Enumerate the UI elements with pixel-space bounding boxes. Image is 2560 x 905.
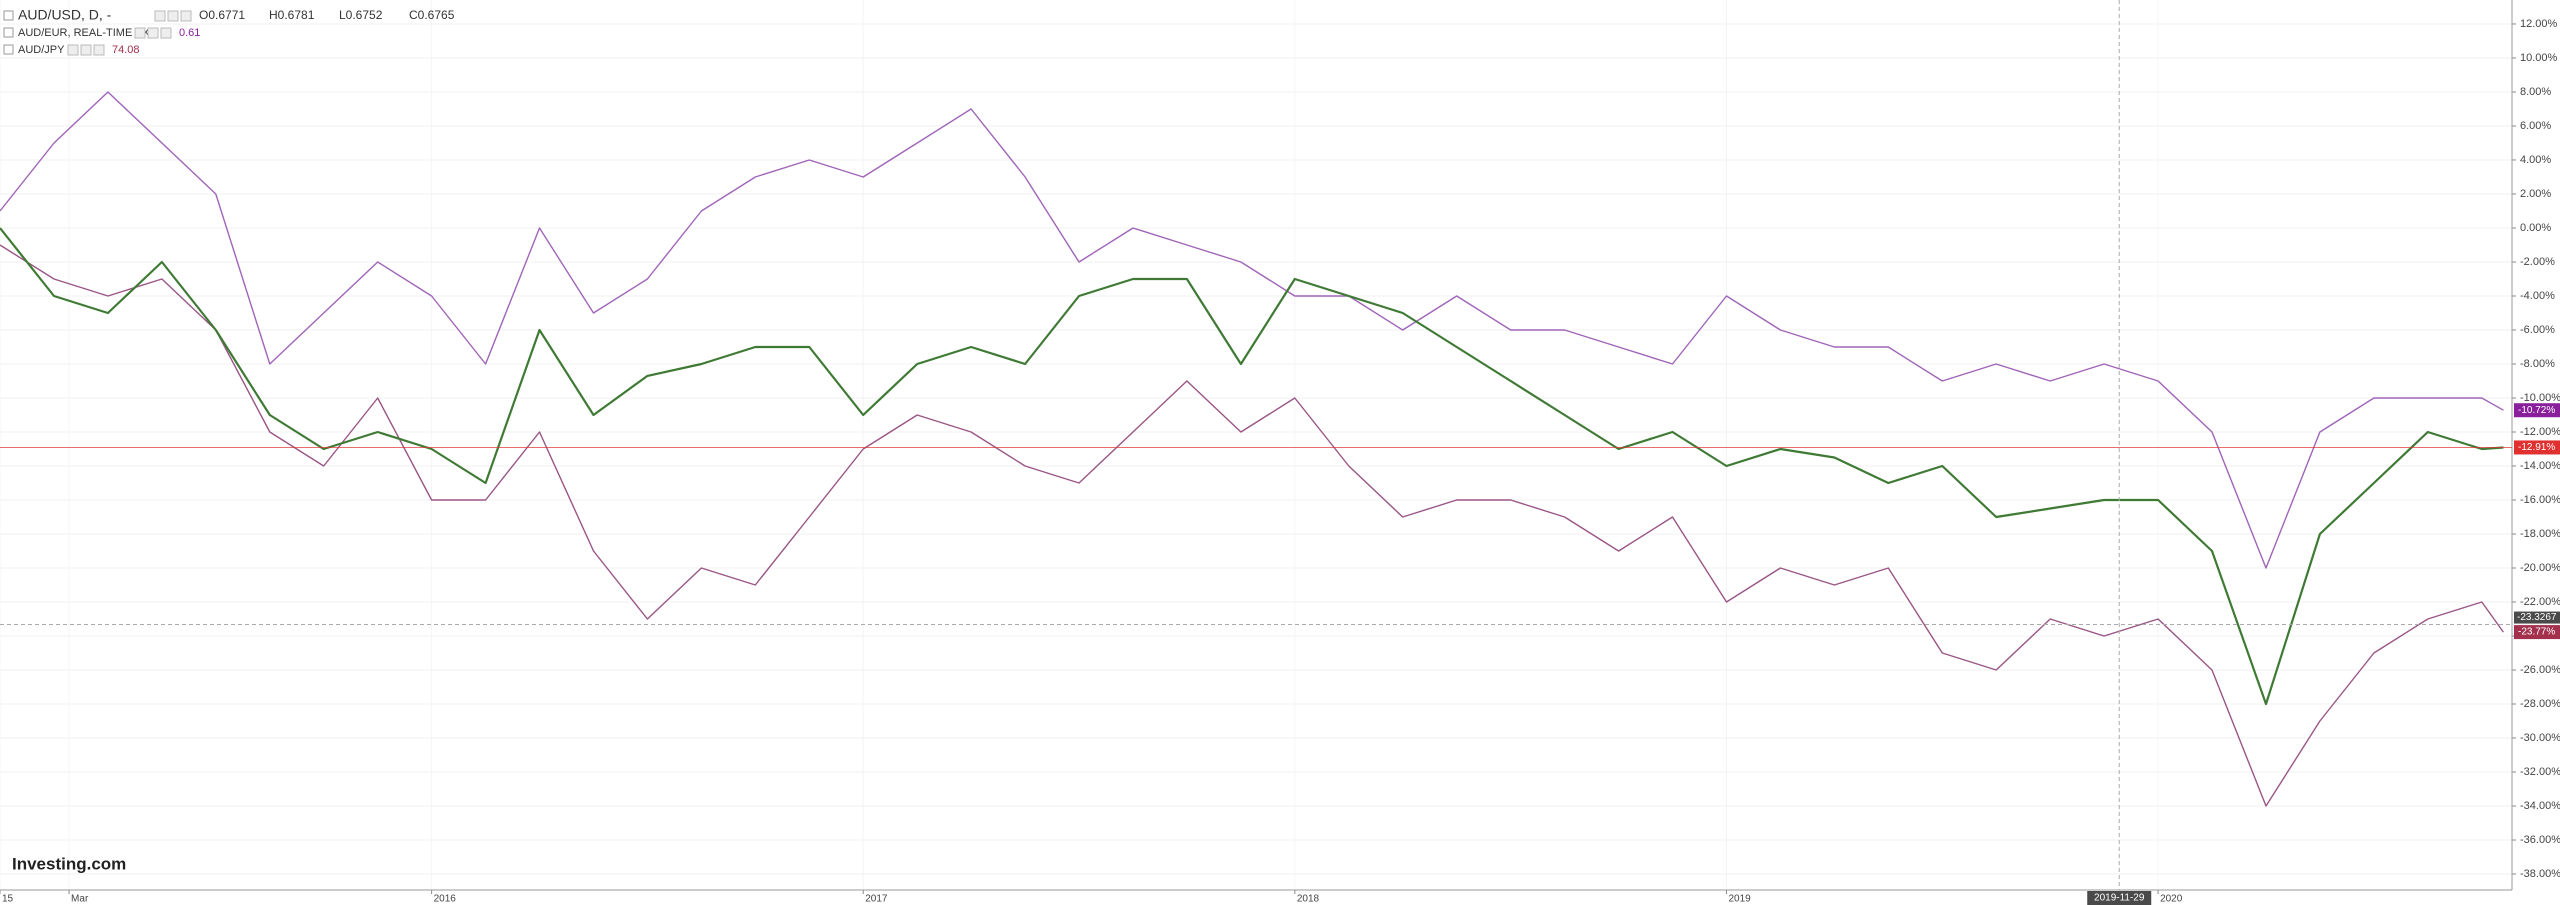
symbol-field: H0.6781 xyxy=(269,8,315,22)
series-line xyxy=(0,91,2504,569)
x-tick-label: Mar xyxy=(71,894,89,905)
y-tick-label: 12.00% xyxy=(2520,18,2558,30)
y-tick-label: -34.00% xyxy=(2520,800,2560,812)
toolbar-icon xyxy=(147,27,159,39)
x-tick-label: 15 xyxy=(2,894,14,905)
collapse-icon xyxy=(3,27,14,38)
value-label: -10.72% xyxy=(2518,405,2555,416)
toolbar-icon xyxy=(180,10,192,22)
symbol-name: AUD/EUR, REAL-TIME FX xyxy=(18,27,150,39)
toolbar-icon xyxy=(160,27,172,39)
value-tag xyxy=(2514,440,2560,455)
value-tag xyxy=(2514,625,2560,640)
y-tick-label: 2.00% xyxy=(2520,188,2551,200)
symbol-field: 0.61 xyxy=(179,27,200,39)
y-tick-label: -38.00% xyxy=(2520,868,2560,880)
symbol-field: 74.08 xyxy=(112,44,140,56)
series-line xyxy=(0,227,2504,706)
y-tick-label: -26.00% xyxy=(2520,664,2560,676)
symbol-field: O0.6771 xyxy=(199,8,245,22)
symbol-field: C0.6765 xyxy=(409,8,455,22)
y-tick-label: 8.00% xyxy=(2520,86,2551,98)
y-tick-label: -10.00% xyxy=(2520,392,2560,404)
toolbar-icon xyxy=(80,44,92,56)
toolbar-icon xyxy=(167,10,179,22)
symbol-name: AUD/USD, D, - xyxy=(18,7,112,23)
value-label: -12.91% xyxy=(2518,442,2555,453)
toolbar-icon xyxy=(154,10,166,22)
y-tick-label: -12.00% xyxy=(2520,426,2560,438)
y-tick-label: -2.00% xyxy=(2520,256,2555,268)
value-label: -23.77% xyxy=(2518,627,2555,638)
y-tick-label: -32.00% xyxy=(2520,766,2560,778)
collapse-icon xyxy=(3,10,14,21)
symbol-field: L0.6752 xyxy=(339,8,383,22)
crosshair-y-label: -23.3267 xyxy=(2517,612,2557,623)
y-tick-label: -20.00% xyxy=(2520,562,2560,574)
series-line xyxy=(0,244,2504,807)
watermark: Investing.com xyxy=(12,854,126,873)
toolbar-icon xyxy=(93,44,105,56)
y-tick-label: -22.00% xyxy=(2520,596,2560,608)
collapse-icon xyxy=(3,44,14,55)
toolbar-icon xyxy=(134,27,146,39)
y-tick-label: -28.00% xyxy=(2520,698,2560,710)
y-tick-label: 6.00% xyxy=(2520,120,2551,132)
x-tick-label: 2017 xyxy=(865,894,888,905)
y-tick-label: -8.00% xyxy=(2520,358,2555,370)
y-tick-label: 4.00% xyxy=(2520,154,2551,166)
crosshair-x-tag xyxy=(2087,891,2152,905)
crosshair-y-tag xyxy=(2514,611,2560,624)
y-tick-label: -14.00% xyxy=(2520,460,2560,472)
x-tick-label: 2018 xyxy=(1297,894,1320,905)
y-tick-label: -18.00% xyxy=(2520,528,2560,540)
value-tag xyxy=(2514,403,2560,418)
symbol-name: AUD/JPY xyxy=(18,44,65,56)
y-tick-label: -30.00% xyxy=(2520,732,2560,744)
crosshair-x-label: 2019-11-29 xyxy=(2094,893,2145,904)
y-tick-label: -4.00% xyxy=(2520,290,2555,302)
y-tick-label: 10.00% xyxy=(2520,52,2558,64)
x-tick-label: 2020 xyxy=(2160,894,2183,905)
y-tick-label: -6.00% xyxy=(2520,324,2555,336)
y-tick-label: -36.00% xyxy=(2520,834,2560,846)
y-tick-label: 0.00% xyxy=(2520,222,2551,234)
x-tick-label: 2019 xyxy=(1728,894,1751,905)
y-tick-label: -16.00% xyxy=(2520,494,2560,506)
x-tick-label: 2016 xyxy=(434,894,457,905)
toolbar-icon xyxy=(67,44,79,56)
